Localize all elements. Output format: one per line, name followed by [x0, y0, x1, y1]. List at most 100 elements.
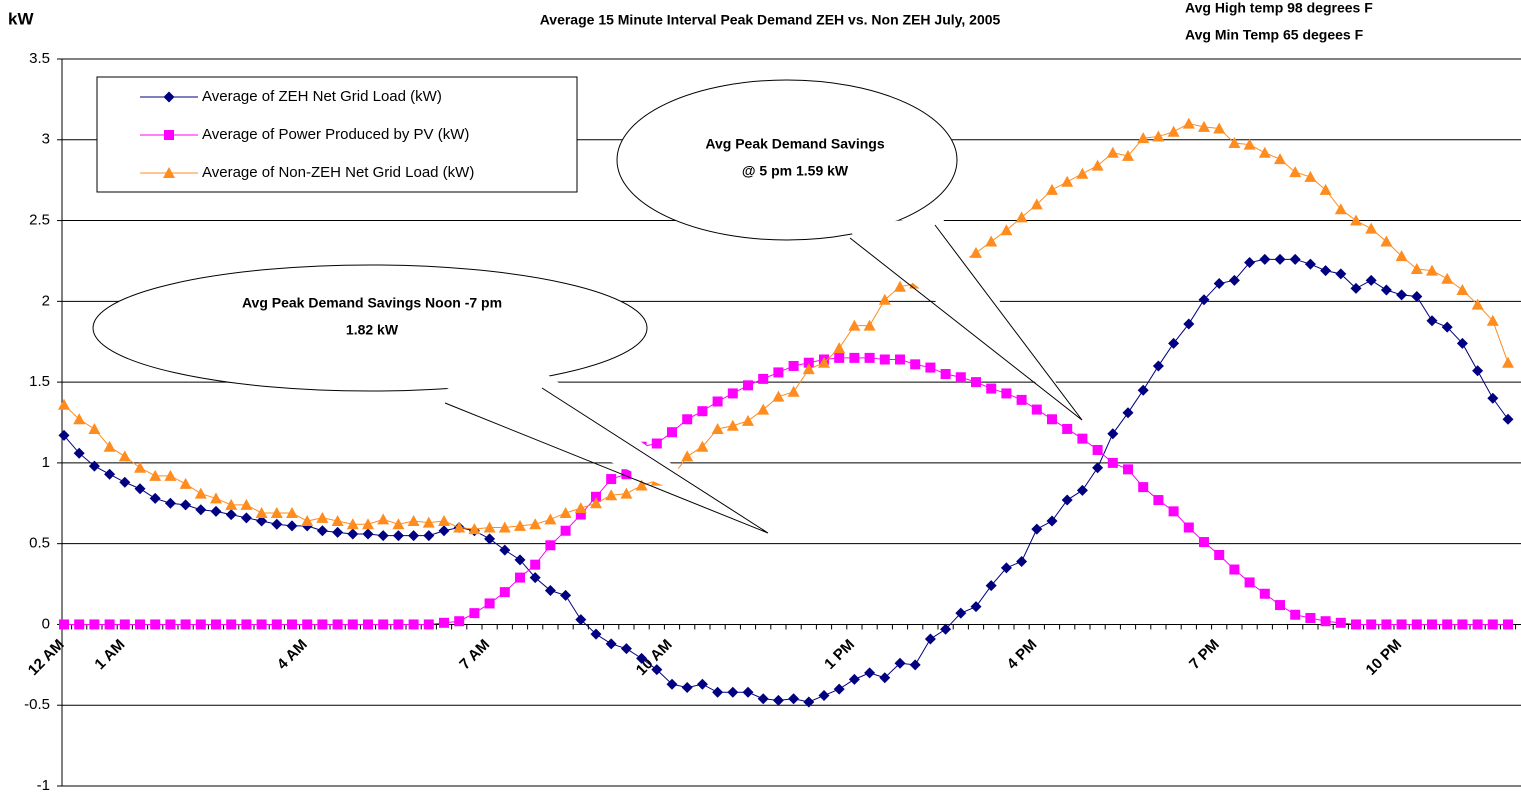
marker — [454, 616, 465, 627]
marker — [742, 414, 754, 426]
marker — [1031, 523, 1043, 535]
marker — [1290, 609, 1301, 620]
marker — [149, 469, 162, 481]
marker — [1366, 619, 1377, 630]
marker — [1487, 392, 1499, 404]
marker — [499, 587, 510, 598]
marker — [1304, 170, 1317, 182]
marker — [59, 619, 69, 630]
marker — [271, 619, 282, 630]
marker — [1335, 268, 1347, 280]
marker — [985, 235, 998, 247]
marker — [787, 385, 800, 397]
marker — [393, 619, 404, 630]
marker — [1395, 250, 1408, 262]
marker — [1365, 222, 1378, 234]
marker — [1334, 203, 1347, 215]
marker — [1259, 588, 1270, 599]
marker — [316, 525, 328, 537]
marker — [711, 422, 724, 434]
marker — [1092, 444, 1103, 455]
marker — [1213, 278, 1225, 290]
marker — [772, 390, 785, 402]
marker — [879, 354, 890, 365]
y-tick-label: 0 — [42, 615, 50, 632]
marker — [468, 523, 481, 535]
marker — [575, 614, 587, 626]
marker — [1486, 314, 1499, 326]
marker — [605, 638, 617, 650]
y-tick-label: -0.5 — [24, 696, 50, 713]
marker — [423, 619, 434, 630]
marker — [423, 530, 435, 542]
marker — [878, 293, 891, 305]
marker — [529, 572, 541, 584]
marker — [1289, 253, 1301, 265]
marker — [1503, 619, 1513, 630]
marker — [287, 619, 297, 630]
marker — [163, 91, 175, 103]
marker — [1426, 264, 1438, 276]
y-tick-label: 0.5 — [29, 535, 50, 552]
marker — [134, 461, 146, 473]
marker — [1198, 294, 1210, 306]
y-tick-label: 2.5 — [29, 212, 50, 229]
marker — [591, 491, 601, 502]
marker — [833, 342, 846, 354]
marker — [849, 352, 860, 363]
marker — [559, 506, 572, 518]
marker — [362, 518, 374, 530]
marker — [378, 619, 389, 630]
marker — [1502, 356, 1514, 368]
callout-text: 1.82 kW — [346, 322, 399, 338]
marker — [165, 619, 176, 630]
x-tick-label: 1 AM — [91, 636, 128, 673]
marker — [73, 413, 86, 425]
marker — [1319, 183, 1332, 195]
marker — [286, 520, 298, 532]
y-tick-label: 3 — [42, 131, 50, 148]
marker — [788, 360, 799, 371]
marker — [605, 489, 618, 501]
marker — [301, 515, 314, 527]
marker — [1198, 120, 1210, 132]
marker — [1000, 562, 1012, 574]
x-tick-label: 7 PM — [1186, 636, 1223, 673]
x-tick-label: 1 PM — [821, 636, 858, 673]
marker — [74, 619, 85, 630]
marker — [88, 460, 100, 472]
marker — [940, 369, 951, 380]
marker — [955, 372, 966, 383]
marker — [1350, 214, 1362, 226]
marker — [924, 633, 936, 645]
marker — [1092, 462, 1104, 474]
marker — [164, 130, 174, 140]
marker — [651, 664, 663, 676]
marker — [1411, 290, 1423, 302]
marker — [1137, 132, 1150, 144]
y-tick-label: 3.5 — [29, 50, 50, 67]
marker — [1396, 289, 1408, 301]
marker — [560, 525, 571, 536]
marker — [1167, 125, 1180, 137]
marker — [316, 511, 329, 523]
marker — [1076, 167, 1089, 179]
marker — [970, 601, 982, 613]
marker — [104, 619, 115, 630]
marker — [317, 619, 328, 630]
marker — [1138, 482, 1149, 493]
marker — [1487, 619, 1498, 630]
marker — [529, 518, 542, 530]
marker — [1396, 619, 1407, 630]
marker — [726, 419, 739, 431]
marker — [392, 530, 404, 542]
marker — [1046, 515, 1058, 527]
marker — [1152, 130, 1165, 142]
marker — [1016, 394, 1027, 405]
marker — [332, 619, 343, 630]
marker — [1304, 258, 1316, 270]
marker — [1274, 253, 1286, 265]
marker — [58, 398, 70, 410]
marker — [620, 487, 633, 499]
marker — [803, 357, 814, 368]
